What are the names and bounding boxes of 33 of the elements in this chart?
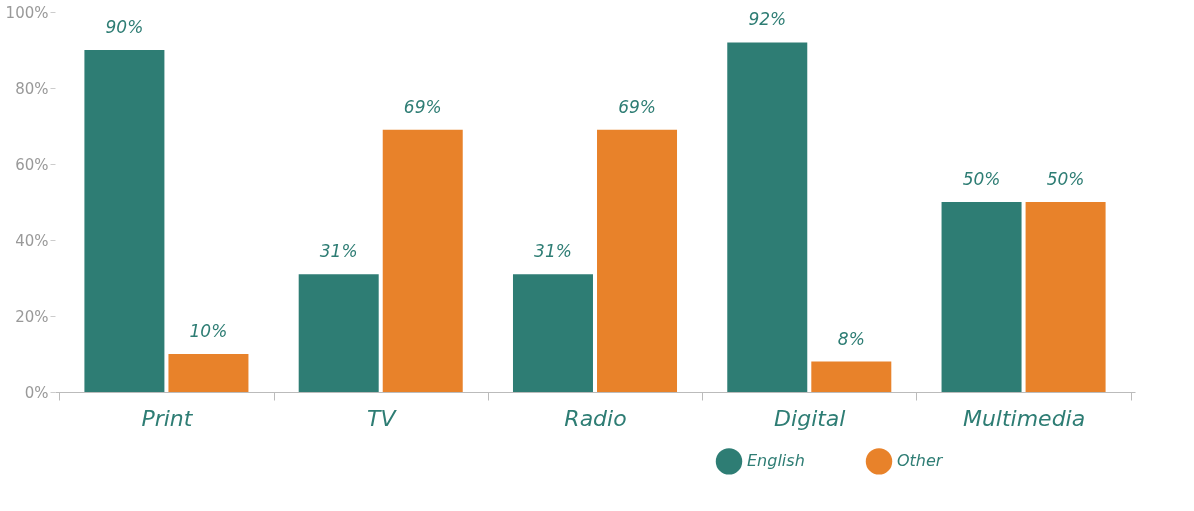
- data-label: 92%: [748, 9, 787, 30]
- y-tick-label: 80%: [15, 79, 49, 98]
- x-tick-label: Radio: [564, 405, 627, 431]
- legend-label: English: [747, 451, 805, 471]
- bar: [512, 274, 593, 392]
- x-tick-label: Multimedia: [962, 405, 1086, 431]
- bar: [382, 129, 463, 392]
- data-label: 31%: [534, 241, 572, 262]
- data-label: 50%: [1046, 169, 1085, 189]
- bar: [941, 202, 1022, 392]
- x-tick-label: TV: [366, 405, 398, 431]
- bar: [727, 42, 808, 392]
- data-label: 69%: [618, 96, 656, 117]
- bar: [298, 274, 379, 392]
- bar: [84, 50, 165, 392]
- data-label: 69%: [403, 96, 442, 117]
- x-tick-label: Print: [141, 405, 194, 431]
- bar: [1025, 202, 1106, 392]
- data-label: 31%: [319, 241, 358, 262]
- data-label: 90%: [105, 17, 144, 37]
- data-label: 50%: [962, 169, 1001, 189]
- y-tick-label: 20%: [15, 307, 49, 326]
- data-label: 10%: [189, 321, 228, 341]
- y-tick-label: 100%: [5, 3, 49, 22]
- y-tick-label: 40%: [15, 231, 49, 250]
- data-label: 8%: [837, 328, 865, 349]
- x-tick-label: Digital: [774, 405, 846, 431]
- legend-label: Other: [897, 451, 944, 471]
- bar: [811, 361, 892, 392]
- bar: [168, 354, 249, 392]
- y-tick-label: 0%: [24, 383, 49, 402]
- y-tick-label: 60%: [15, 155, 49, 174]
- bar: [597, 129, 678, 392]
